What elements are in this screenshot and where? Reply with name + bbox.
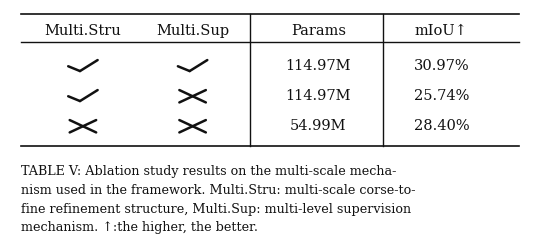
Text: 114.97M: 114.97M (286, 89, 351, 103)
Text: Multi.Sup: Multi.Sup (156, 24, 229, 38)
Text: 114.97M: 114.97M (286, 59, 351, 73)
Text: TABLE V: Ablation study results on the multi-scale mecha-: TABLE V: Ablation study results on the m… (21, 165, 397, 178)
Text: 25.74%: 25.74% (414, 89, 469, 103)
Text: mIoU↑: mIoU↑ (415, 24, 468, 38)
Text: 30.97%: 30.97% (414, 59, 469, 73)
Text: Params: Params (291, 24, 346, 38)
Text: 28.40%: 28.40% (414, 119, 469, 133)
Text: nism used in the framework. Multi.Stru: multi-scale corse-to-: nism used in the framework. Multi.Stru: … (21, 184, 416, 197)
Text: 54.99M: 54.99M (290, 119, 347, 133)
Text: fine refinement structure, Multi.Sup: multi-level supervision: fine refinement structure, Multi.Sup: mu… (21, 202, 411, 215)
Text: Multi.Stru: Multi.Stru (44, 24, 121, 38)
Text: mechanism. ↑:the higher, the better.: mechanism. ↑:the higher, the better. (21, 221, 258, 234)
